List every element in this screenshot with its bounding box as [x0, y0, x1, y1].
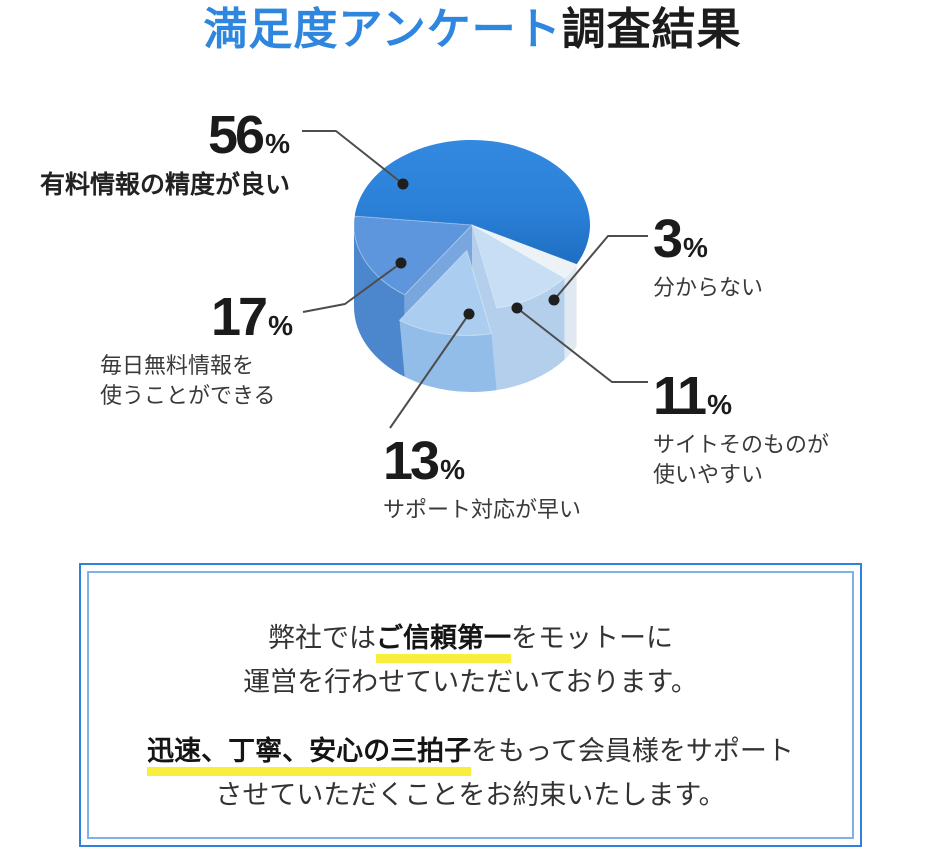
pie-slice-top-3	[471, 224, 578, 279]
callout-line-17	[302, 262, 402, 313]
callout-13: 13% サポート対応が早い	[383, 434, 582, 525]
callout-dot-56	[397, 178, 409, 190]
callout-11-number: 11	[653, 366, 707, 426]
p2-post-text: をもって会員様をサポート	[471, 736, 794, 767]
callout-56-label: 有料情報の精度が良い	[39, 171, 290, 200]
title-rest: 調査結果	[561, 5, 742, 54]
message-paragraph-1: 弊社ではご信頼第一をモットーに 運営を行わせていただいております。	[89, 617, 852, 704]
p1-line2-text: 運営を行わせていただいております。	[243, 666, 698, 697]
pie-wall-17	[354, 225, 405, 377]
p1-pre-text: 弊社では	[268, 623, 376, 653]
message-box-inner: 弊社ではご信頼第一をモットーに 運営を行わせていただいております。 迅速、丁寧、…	[87, 571, 854, 839]
callout-3-value: 3%	[653, 212, 763, 266]
callout-13-value: 13%	[383, 434, 581, 488]
pie-wall-13	[399, 320, 497, 392]
p1-highlighted-text: ご信頼第一	[376, 623, 511, 663]
callout-3-label: 分からない	[653, 275, 764, 301]
callout-56-number: 56	[208, 105, 265, 165]
callout-dot-13	[463, 308, 475, 320]
message-box: 弊社ではご信頼第一をモットーに 運営を行わせていただいております。 迅速、丁寧、…	[79, 563, 862, 847]
callout-line-11	[516, 307, 648, 383]
percent-sign: %	[683, 232, 708, 263]
pie-wall-3	[564, 264, 577, 360]
callout-13-number: 13	[383, 431, 440, 491]
callout-17-label: 毎日無料情報を 使うことができる	[100, 351, 293, 410]
callout-17: 17% 毎日無料情報を 使うことができる	[100, 290, 293, 411]
pie-3d-svg	[302, 130, 648, 429]
page-title: 満足度アンケート調査結果	[0, 0, 945, 70]
callout-dot-17	[395, 257, 407, 269]
callout-3: 3% 分からない	[653, 212, 764, 303]
percent-sign: %	[707, 389, 732, 420]
p2-highlighted-text: 迅速、丁寧、安心の三拍子	[147, 736, 472, 777]
callout-17-label-line1: 毎日無料情報を	[100, 353, 255, 379]
pie-slice-top-11	[471, 223, 566, 309]
callout-11-label: サイトそのものが 使いやすい	[653, 430, 829, 489]
callout-11-label-line2: 使いやすい	[653, 461, 764, 487]
p1-post-text: をモットーに	[511, 623, 673, 653]
callout-11-value: 11%	[653, 369, 829, 423]
callout-3-number: 3	[653, 209, 683, 269]
pie-slice-top-56	[354, 140, 590, 265]
callout-13-label: サポート対応が早い	[383, 497, 582, 523]
callout-17-value: 17%	[100, 290, 293, 344]
callout-56-value: 56%	[40, 108, 290, 162]
percent-sign: %	[265, 128, 290, 159]
satisfaction-pie-chart: 56% 有料情報の精度が良い 17% 毎日無料情報を 使うことができる 13% …	[0, 70, 945, 540]
callout-11: 11% サイトそのものが 使いやすい	[653, 369, 829, 490]
callout-line-56	[302, 130, 404, 185]
callout-56: 56% 有料情報の精度が良い	[39, 108, 290, 203]
p2-line2-text: させていただくことをお約束いたします。	[215, 780, 726, 811]
callout-17-number: 17	[211, 287, 268, 347]
callout-11-label-line1: サイトそのものが	[653, 432, 830, 458]
title-accent: 満足度アンケート	[203, 5, 562, 54]
percent-sign: %	[268, 310, 293, 341]
callout-dot-11	[511, 302, 523, 314]
callout-line-13	[389, 313, 470, 429]
percent-sign: %	[440, 454, 465, 485]
callout-line-3	[553, 235, 648, 301]
message-paragraph-2: 迅速、丁寧、安心の三拍子をもって会員様をサポート させていただくことをお約束いた…	[89, 730, 852, 817]
callout-dot-3	[548, 294, 560, 306]
callout-17-label-line2: 使うことができる	[100, 382, 276, 408]
